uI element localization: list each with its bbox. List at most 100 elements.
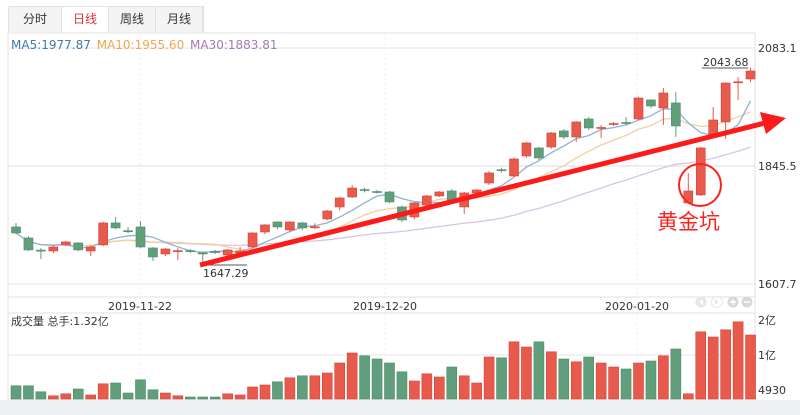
volume-bars: [10, 321, 756, 400]
volume-bar: [234, 394, 246, 400]
volume-bar: [85, 394, 96, 400]
tab-daily[interactable]: 日线: [62, 7, 109, 32]
candle-body: [48, 246, 59, 252]
candle: [48, 245, 59, 254]
volume-bar: [185, 396, 196, 400]
candle-body: [558, 130, 569, 138]
candle: [173, 248, 183, 261]
volume-bar: [546, 351, 557, 400]
volume-bar: [160, 392, 171, 400]
volume-bar: [122, 392, 134, 400]
candle: [708, 106, 719, 136]
volume-bar: [97, 383, 109, 400]
candle-body: [733, 81, 743, 84]
candle-body: [608, 123, 619, 125]
volume-bar: [10, 385, 22, 400]
ma5-legend: MA5:1977.87: [11, 38, 91, 52]
ma10-line: [15, 111, 751, 251]
volume-bar: [72, 388, 84, 400]
candle-body: [148, 247, 158, 258]
candle-body: [621, 122, 631, 124]
candle-body: [422, 195, 432, 206]
candle: [496, 167, 507, 173]
plus-icon: [730, 299, 736, 305]
candle-body: [334, 197, 345, 208]
volume-bar: [433, 376, 445, 400]
candle-body: [222, 249, 233, 256]
low-price-label: 1647.29: [203, 267, 249, 280]
tab-weekly[interactable]: 周线: [109, 7, 156, 32]
candle: [372, 190, 382, 194]
volume-bar: [396, 371, 408, 400]
candle: [135, 220, 146, 249]
volume-bar: [483, 356, 495, 400]
volume-bar: [359, 355, 370, 400]
ma-legend: MA5:1977.87 MA10:1955.60 MA30:1883.81: [11, 38, 278, 52]
volume-bar: [570, 361, 582, 400]
volume-bar: [658, 355, 669, 400]
candle-body: [185, 250, 196, 252]
candle: [671, 91, 681, 137]
callout-label: 黄金坑: [657, 210, 720, 234]
volume-bar: [608, 366, 619, 400]
volume-bar: [583, 356, 595, 400]
candle-body: [671, 102, 681, 127]
volume-bar: [371, 358, 383, 400]
candle: [73, 242, 84, 252]
candle: [583, 117, 594, 130]
candle: [633, 96, 644, 121]
zoom-out-button[interactable]: [741, 296, 753, 308]
candle-body: [484, 172, 494, 184]
candle-body: [297, 222, 308, 229]
candle: [484, 171, 494, 186]
scroll-left-button[interactable]: [695, 296, 707, 308]
volume-bar: [745, 334, 756, 400]
tab-monthly[interactable]: 月线: [156, 7, 203, 32]
candle: [85, 245, 96, 257]
candle-body: [596, 127, 606, 129]
arrow-right-icon: [715, 299, 719, 305]
candle: [695, 146, 706, 196]
candle-body: [434, 191, 445, 197]
candle: [745, 67, 756, 83]
candle-body: [695, 147, 706, 196]
ma30-legend: MA30:1883.81: [190, 38, 278, 52]
candle: [646, 99, 656, 109]
candle-body: [110, 222, 121, 229]
candle: [596, 124, 606, 138]
date-label-2: 2019-12-20: [353, 300, 417, 313]
volume-bar: [284, 377, 296, 400]
candle: [11, 222, 21, 235]
candle: [297, 221, 308, 231]
volume-bar: [409, 380, 420, 400]
volume-bar: [272, 381, 283, 400]
volume-bar: [670, 348, 682, 400]
candle: [434, 191, 445, 197]
scroll-right-button[interactable]: [711, 296, 723, 308]
volume-bar: [595, 362, 607, 400]
candle-body: [210, 251, 220, 253]
candle-body: [272, 221, 283, 228]
candle-body: [123, 230, 133, 233]
candle: [36, 248, 46, 260]
price-tick-top: 2083.1: [758, 42, 797, 55]
candle-body: [11, 226, 21, 234]
candle-body: [546, 132, 557, 148]
candle-body: [372, 191, 382, 193]
volume-bar: [110, 382, 121, 400]
volume-bar: [421, 373, 433, 400]
zoom-in-button[interactable]: [727, 296, 739, 308]
candle-body: [247, 232, 258, 248]
candle-body: [583, 118, 594, 129]
tab-intraday[interactable]: 分时: [9, 7, 62, 32]
ma5-line: [15, 100, 752, 253]
candle: [160, 248, 171, 257]
candle: [733, 76, 743, 100]
volume-bar: [707, 336, 719, 400]
candle: [546, 131, 557, 149]
volume-bar: [496, 357, 507, 400]
volume-bar: [695, 331, 707, 400]
candle-body: [322, 210, 333, 220]
date-label-1: 2019-11-22: [108, 300, 172, 313]
volume-bar: [508, 341, 520, 400]
